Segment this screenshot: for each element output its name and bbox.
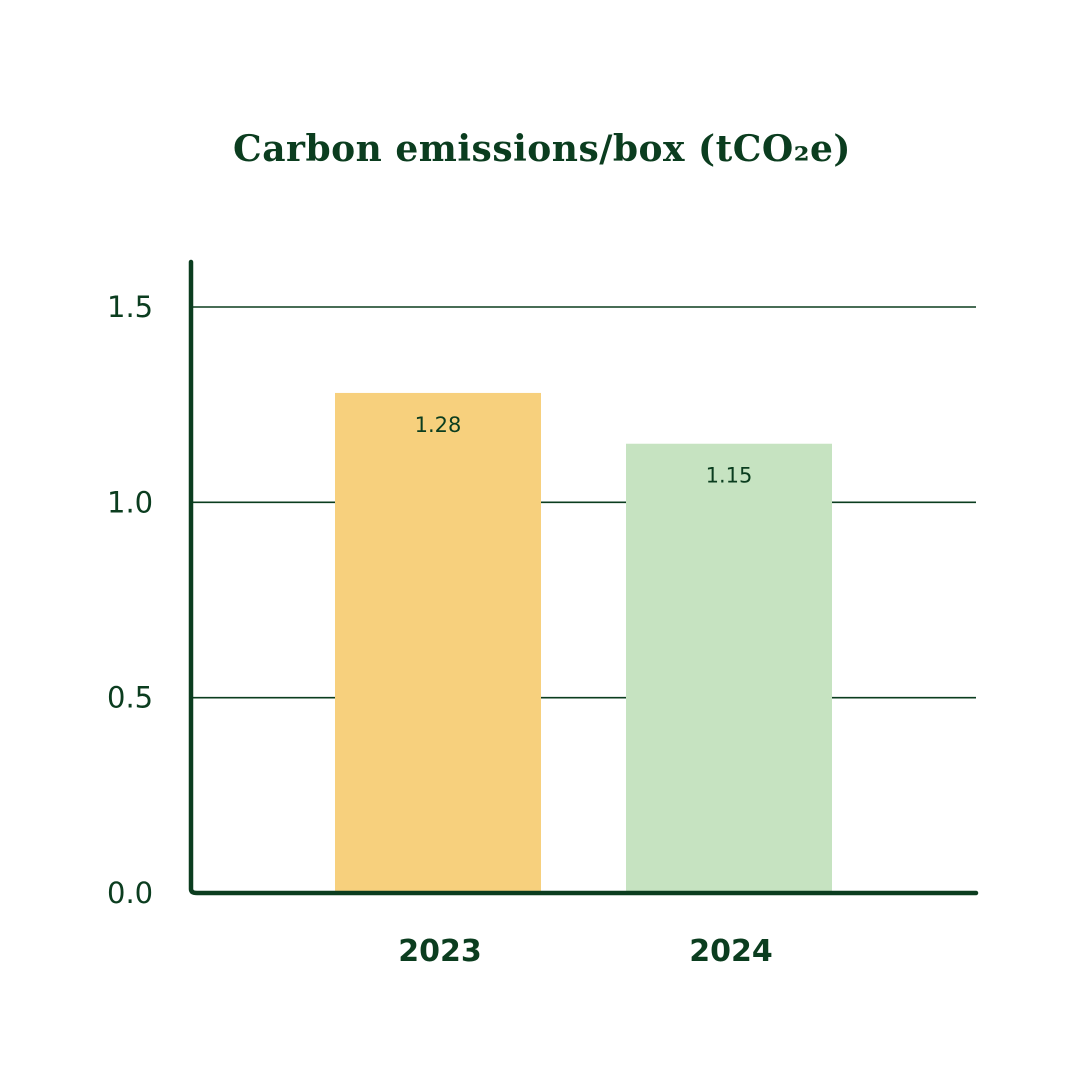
axis-line bbox=[188, 259, 979, 896]
y-tick-label-2: 1.0 bbox=[107, 485, 153, 519]
y-tick-label-3: 1.5 bbox=[107, 290, 153, 324]
data-label-2023: 1.28 bbox=[415, 413, 462, 437]
x-tick-label-2024: 2024 bbox=[689, 934, 773, 969]
x-tick-label-2023: 2023 bbox=[398, 934, 482, 969]
data-label-2024: 1.15 bbox=[706, 464, 753, 488]
y-tick-label-0: 0.0 bbox=[107, 876, 153, 910]
bar-2023 bbox=[335, 392, 541, 893]
y-tick-label-1: 0.5 bbox=[107, 681, 153, 715]
bar-2024 bbox=[626, 443, 832, 893]
chart-title: Carbon emissions/box (tCO₂e) bbox=[233, 128, 851, 170]
